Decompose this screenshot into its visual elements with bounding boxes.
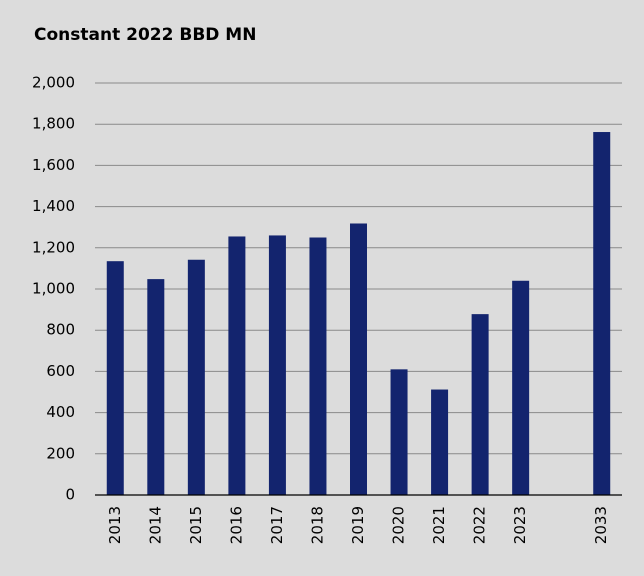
x-tick-label: 2013 bbox=[106, 506, 124, 544]
bar bbox=[512, 280, 530, 495]
y-tick-label: 1,000 bbox=[32, 280, 75, 298]
y-tick-label: 200 bbox=[46, 444, 75, 462]
y-tick-label: 1,200 bbox=[32, 238, 75, 256]
bar bbox=[309, 237, 327, 495]
bar bbox=[187, 259, 205, 495]
x-tick-label: 2022 bbox=[471, 506, 489, 544]
x-tick-label: 2020 bbox=[390, 506, 408, 544]
bar bbox=[268, 235, 286, 495]
y-tick-label: 400 bbox=[46, 403, 75, 421]
x-tick-label: 2021 bbox=[430, 506, 448, 544]
bar bbox=[350, 223, 367, 495]
y-tick-label: 0 bbox=[65, 486, 75, 504]
y-tick-label: 1,400 bbox=[32, 197, 75, 215]
y-tick-label: 1,800 bbox=[32, 115, 75, 133]
chart-title: Constant 2022 BBD MN bbox=[34, 25, 256, 45]
x-tick-label: 2016 bbox=[227, 506, 245, 544]
bar bbox=[471, 314, 489, 495]
x-tick-label: 2017 bbox=[268, 506, 286, 544]
bar bbox=[593, 132, 611, 495]
y-tick-label: 600 bbox=[46, 362, 75, 380]
x-tick-label: 2018 bbox=[308, 506, 326, 544]
bar bbox=[390, 369, 408, 495]
bar bbox=[106, 261, 124, 495]
bar bbox=[431, 389, 449, 495]
y-tick-label: 1,600 bbox=[32, 156, 75, 174]
x-tick-label: 2015 bbox=[187, 506, 205, 544]
x-tick-label: 2014 bbox=[146, 506, 164, 544]
x-tick-label: 2033 bbox=[592, 506, 610, 544]
y-tick-label: 800 bbox=[46, 321, 75, 339]
bar bbox=[147, 279, 165, 495]
y-tick-label: 2,000 bbox=[32, 74, 75, 92]
bar bbox=[228, 236, 246, 495]
x-tick-label: 2019 bbox=[349, 506, 367, 544]
x-tick-label: 2023 bbox=[511, 506, 529, 544]
